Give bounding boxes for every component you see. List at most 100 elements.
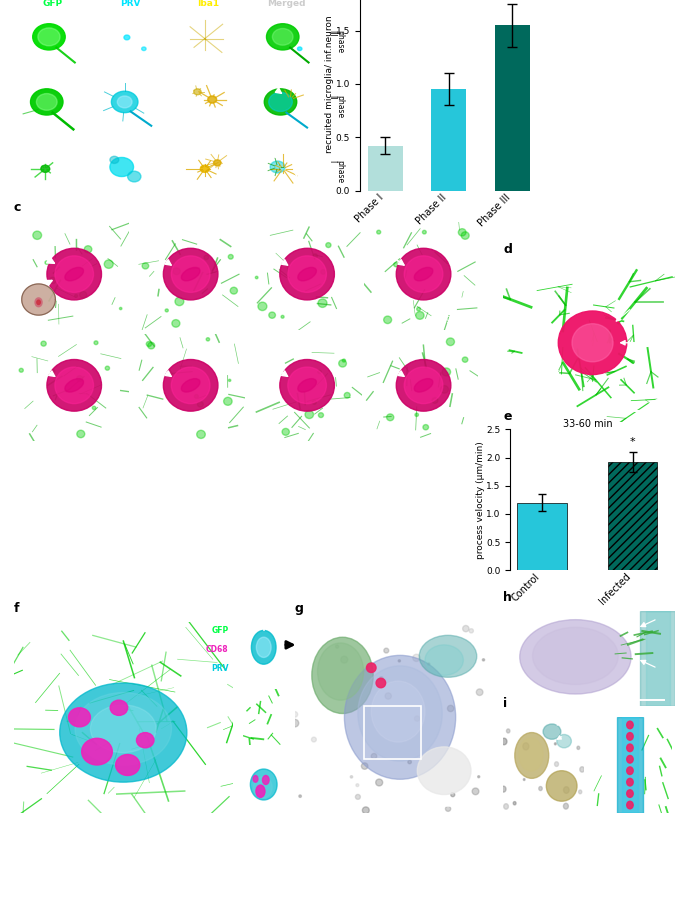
Circle shape	[110, 156, 119, 163]
Bar	[364, 706, 421, 759]
Ellipse shape	[519, 738, 543, 771]
Circle shape	[416, 307, 421, 311]
Circle shape	[68, 708, 90, 726]
Text: 30 min: 30 min	[213, 316, 242, 325]
Text: 147 min: 147 min	[324, 427, 358, 436]
Y-axis label: process velocity (μm/min): process velocity (μm/min)	[476, 441, 485, 558]
Circle shape	[194, 89, 201, 94]
Ellipse shape	[371, 681, 425, 742]
Text: d: d	[503, 243, 512, 256]
Circle shape	[404, 367, 443, 404]
Circle shape	[163, 248, 218, 300]
Ellipse shape	[75, 693, 171, 765]
Text: 96 min: 96 min	[97, 427, 125, 436]
Ellipse shape	[414, 267, 433, 281]
Ellipse shape	[90, 705, 156, 753]
Ellipse shape	[425, 645, 463, 676]
Ellipse shape	[557, 735, 571, 748]
Circle shape	[447, 706, 453, 712]
Text: phase
II: phase II	[327, 95, 345, 118]
Circle shape	[398, 660, 401, 662]
Circle shape	[366, 663, 376, 673]
Text: i: i	[503, 697, 508, 710]
Circle shape	[627, 733, 633, 740]
Circle shape	[384, 648, 388, 653]
Circle shape	[413, 655, 420, 661]
Ellipse shape	[543, 724, 561, 739]
Circle shape	[377, 231, 381, 234]
Circle shape	[461, 232, 469, 240]
Circle shape	[258, 302, 267, 311]
Circle shape	[627, 744, 633, 752]
Circle shape	[404, 256, 443, 292]
Circle shape	[197, 430, 205, 439]
Ellipse shape	[515, 733, 549, 778]
Circle shape	[119, 308, 122, 310]
Circle shape	[223, 398, 232, 405]
Circle shape	[462, 626, 469, 632]
Bar	[640, 611, 675, 706]
Text: Iba1: Iba1	[197, 0, 220, 8]
Circle shape	[564, 804, 569, 809]
Circle shape	[171, 256, 210, 292]
Circle shape	[253, 775, 258, 783]
Circle shape	[229, 380, 231, 381]
Circle shape	[208, 96, 216, 104]
Text: CD68: CD68	[206, 645, 229, 654]
Circle shape	[37, 300, 40, 304]
Circle shape	[84, 246, 92, 253]
Circle shape	[282, 429, 289, 435]
Circle shape	[564, 786, 569, 794]
Circle shape	[319, 413, 323, 418]
Circle shape	[396, 248, 451, 300]
Circle shape	[269, 93, 292, 112]
Circle shape	[580, 766, 584, 772]
Circle shape	[477, 775, 480, 778]
Circle shape	[375, 779, 383, 786]
Circle shape	[627, 790, 633, 797]
Circle shape	[273, 28, 293, 45]
Bar	[622, 717, 638, 813]
Circle shape	[558, 311, 627, 374]
Ellipse shape	[60, 683, 187, 782]
Ellipse shape	[345, 656, 456, 779]
Circle shape	[318, 370, 321, 373]
Text: 153 min: 153 min	[440, 427, 475, 436]
Ellipse shape	[298, 267, 316, 281]
Ellipse shape	[547, 771, 577, 801]
Bar	[645, 611, 669, 706]
Circle shape	[82, 738, 112, 765]
Circle shape	[49, 277, 56, 283]
Circle shape	[555, 762, 558, 766]
Circle shape	[172, 320, 180, 327]
Text: b: b	[332, 0, 341, 1]
Circle shape	[41, 341, 47, 346]
Circle shape	[264, 89, 297, 115]
Circle shape	[458, 229, 466, 236]
Circle shape	[230, 287, 238, 294]
Circle shape	[165, 309, 169, 312]
Text: *: *	[249, 729, 254, 739]
Circle shape	[472, 788, 479, 794]
Ellipse shape	[419, 636, 477, 677]
Circle shape	[523, 778, 525, 781]
Circle shape	[445, 806, 451, 812]
Circle shape	[376, 678, 386, 687]
Circle shape	[312, 400, 316, 404]
Circle shape	[105, 366, 110, 370]
Ellipse shape	[533, 627, 618, 685]
Circle shape	[442, 368, 451, 376]
Ellipse shape	[318, 643, 364, 700]
Text: GFP: GFP	[211, 626, 229, 635]
Circle shape	[124, 35, 130, 40]
Circle shape	[299, 794, 301, 797]
Circle shape	[336, 645, 338, 648]
Circle shape	[447, 338, 454, 346]
Circle shape	[292, 712, 298, 717]
Circle shape	[45, 261, 49, 264]
Circle shape	[214, 160, 221, 166]
Circle shape	[195, 395, 199, 399]
Circle shape	[55, 367, 94, 404]
Circle shape	[112, 91, 138, 113]
Text: c: c	[14, 201, 21, 213]
